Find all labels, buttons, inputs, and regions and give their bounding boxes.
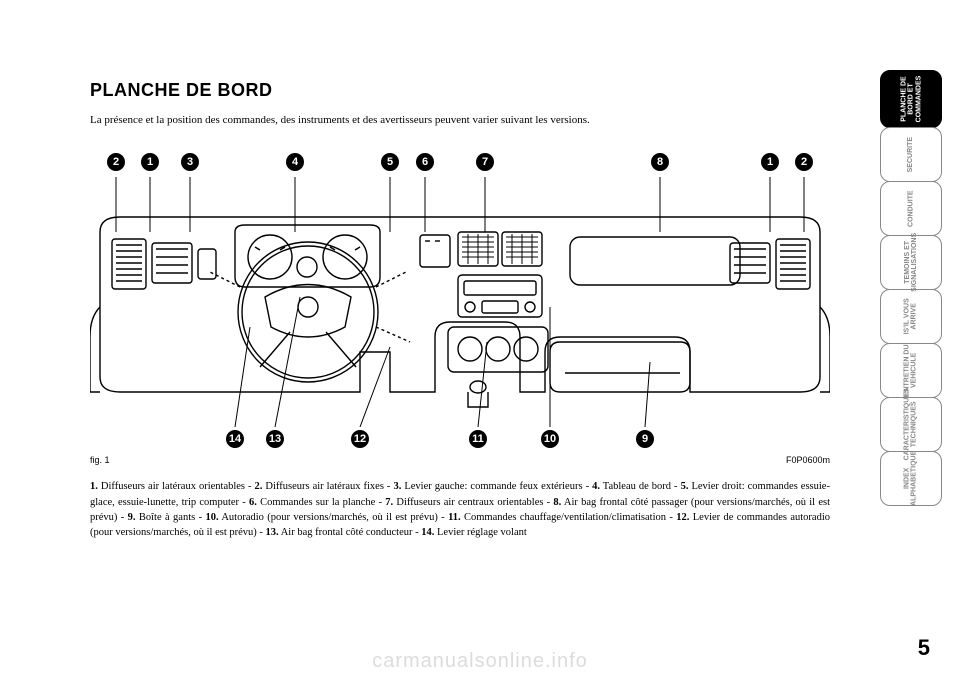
side-tab-6[interactable]: CARACTERISTIQUESTECHNIQUES	[880, 397, 942, 452]
intro-text: La présence et la position des commandes…	[90, 113, 840, 128]
callout-11: 11	[469, 430, 487, 448]
callout-1: 1	[761, 153, 779, 171]
page-title: PLANCHE DE BORD	[90, 80, 840, 101]
callout-5: 5	[381, 153, 399, 171]
figure-label: fig. 1	[90, 455, 110, 465]
callout-2: 2	[107, 153, 125, 171]
side-tab-2[interactable]: CONDUITE	[880, 181, 942, 236]
callout-7: 7	[476, 153, 494, 171]
side-tab-4[interactable]: IS'IL VOUSARRIVE	[880, 289, 942, 344]
callout-12: 12	[351, 430, 369, 448]
legend-text: 1. Diffuseurs air latéraux orientables -…	[90, 479, 830, 540]
dashboard-svg	[90, 177, 830, 427]
callout-9: 9	[636, 430, 654, 448]
callout-3: 3	[181, 153, 199, 171]
callout-2: 2	[795, 153, 813, 171]
side-tab-1[interactable]: SECURITE	[880, 127, 942, 182]
side-tab-7[interactable]: INDEXALPHABETIQUE	[880, 451, 942, 506]
callout-14: 14	[226, 430, 244, 448]
figure-code: F0P0600m	[786, 455, 830, 465]
callouts-bottom: 14 13 12 11 10 9	[90, 427, 830, 451]
callout-4: 4	[286, 153, 304, 171]
callout-10: 10	[541, 430, 559, 448]
callouts-top: 2134567812	[90, 153, 830, 177]
side-tab-3[interactable]: TEMOINS ETSIGNALISATIONS	[880, 235, 942, 290]
side-tabs: PLANCHE DEBORD ETCOMMANDESSECURITECONDUI…	[880, 70, 942, 505]
callout-6: 6	[416, 153, 434, 171]
callout-13: 13	[266, 430, 284, 448]
callout-8: 8	[651, 153, 669, 171]
dashboard-figure: 2134567812	[90, 153, 830, 465]
side-tab-0[interactable]: PLANCHE DEBORD ETCOMMANDES	[880, 70, 942, 128]
watermark: carmanualsonline.info	[0, 650, 960, 673]
page-number: 5	[918, 635, 930, 661]
callout-1: 1	[141, 153, 159, 171]
